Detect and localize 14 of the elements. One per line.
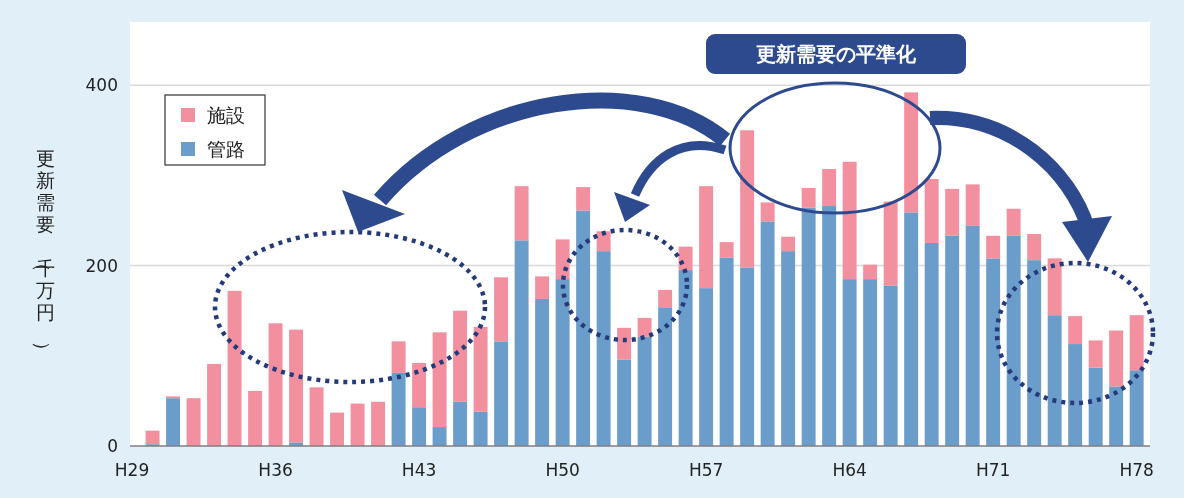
- legend-label: 施設: [207, 104, 245, 126]
- x-tick-label: H78: [1119, 460, 1154, 480]
- y-tick-label: 400: [85, 75, 118, 96]
- y-tick-label: 200: [85, 255, 118, 276]
- x-tick-label: H29: [114, 460, 150, 480]
- legend-label: 管路: [207, 138, 245, 160]
- x-tick-label: H50: [545, 460, 580, 480]
- x-tick-label: H43: [401, 460, 437, 480]
- title: 更新需要の平準化: [704, 32, 968, 76]
- x-tick-label: H64: [832, 460, 867, 480]
- x-tick-label: H36: [258, 460, 293, 480]
- x-tick-label: H71: [975, 460, 1011, 480]
- y-tick-label: 0: [107, 436, 118, 456]
- x-tick-label: H57: [688, 460, 724, 480]
